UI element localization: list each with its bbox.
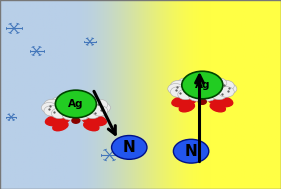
Circle shape (198, 99, 206, 104)
Circle shape (74, 95, 90, 106)
Circle shape (92, 99, 108, 110)
Circle shape (219, 87, 234, 97)
Circle shape (178, 78, 194, 88)
Ellipse shape (179, 103, 194, 112)
Circle shape (219, 81, 234, 91)
Circle shape (200, 77, 216, 87)
Circle shape (44, 105, 60, 116)
Circle shape (85, 108, 100, 119)
Circle shape (112, 136, 147, 159)
Ellipse shape (172, 95, 196, 107)
Circle shape (51, 97, 67, 107)
Circle shape (221, 84, 237, 94)
Text: N: N (123, 140, 136, 155)
Ellipse shape (84, 122, 99, 131)
Circle shape (74, 109, 90, 120)
Circle shape (44, 99, 60, 110)
Circle shape (182, 71, 223, 99)
Ellipse shape (210, 103, 225, 112)
Circle shape (62, 95, 78, 106)
Circle shape (72, 118, 80, 123)
Circle shape (168, 84, 183, 94)
Circle shape (92, 105, 108, 116)
Ellipse shape (46, 114, 70, 126)
Circle shape (95, 102, 110, 113)
Circle shape (189, 77, 204, 87)
Circle shape (189, 91, 204, 101)
Circle shape (200, 91, 216, 101)
Text: Ag: Ag (194, 80, 210, 90)
Circle shape (41, 102, 57, 113)
Circle shape (170, 81, 186, 91)
Circle shape (211, 89, 227, 100)
Ellipse shape (82, 114, 106, 126)
Circle shape (62, 109, 78, 120)
Circle shape (55, 90, 96, 118)
Ellipse shape (209, 95, 233, 107)
Ellipse shape (53, 122, 68, 131)
Circle shape (173, 139, 209, 163)
Circle shape (51, 108, 67, 119)
Circle shape (178, 89, 194, 100)
Circle shape (170, 87, 186, 97)
Text: N: N (185, 144, 198, 159)
Text: Ag: Ag (68, 99, 84, 109)
Circle shape (85, 97, 100, 107)
Circle shape (211, 78, 227, 88)
